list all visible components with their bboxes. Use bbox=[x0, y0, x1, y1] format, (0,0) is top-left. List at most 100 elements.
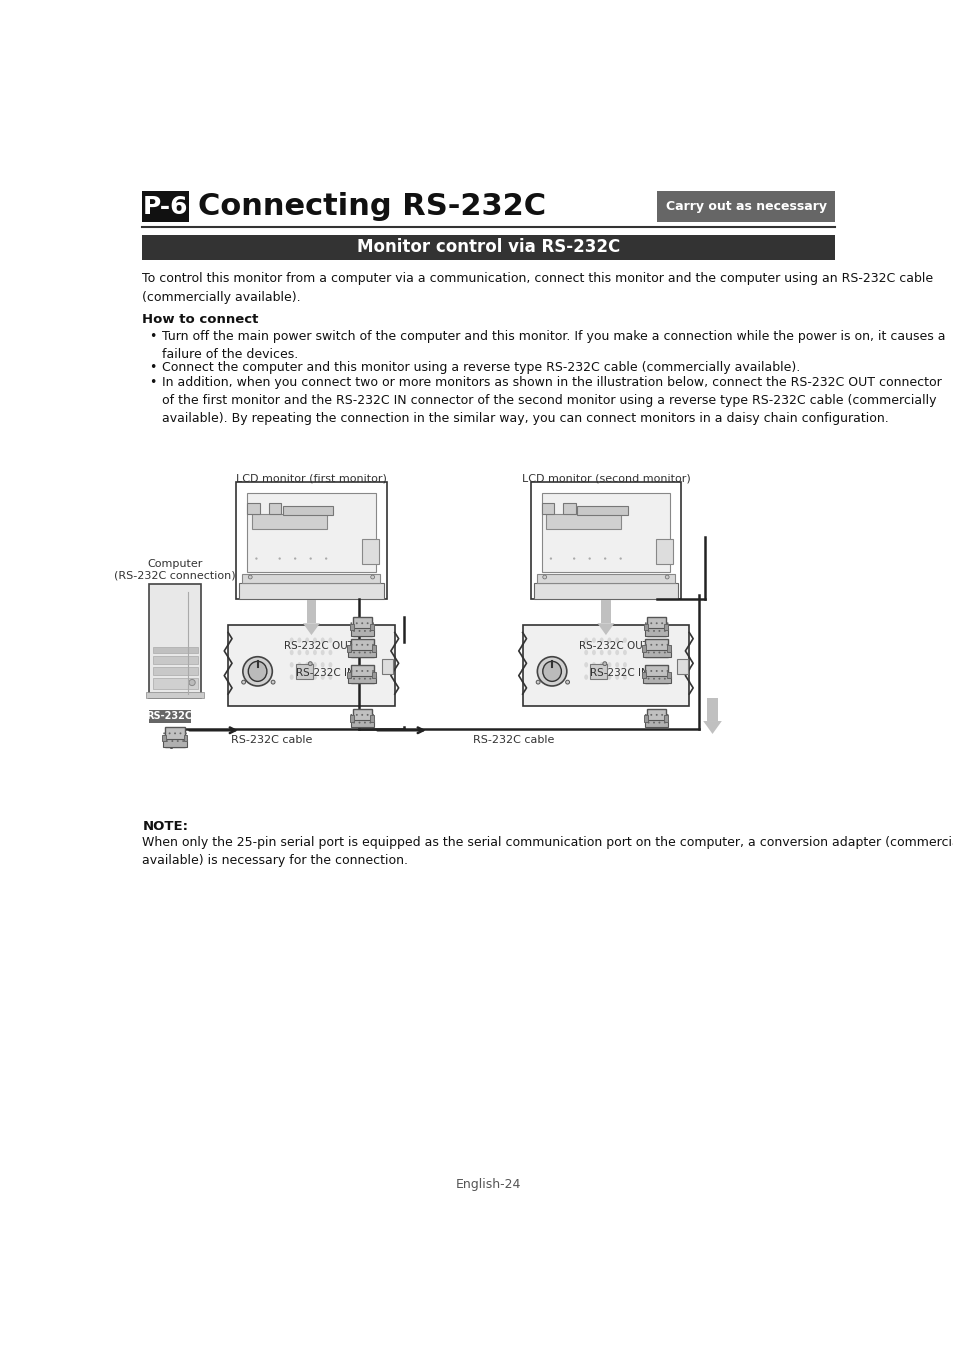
Ellipse shape bbox=[650, 714, 652, 716]
Ellipse shape bbox=[663, 678, 665, 679]
Text: RS-232C: RS-232C bbox=[147, 711, 193, 721]
Ellipse shape bbox=[313, 649, 316, 655]
Ellipse shape bbox=[361, 622, 363, 624]
Ellipse shape bbox=[313, 675, 316, 680]
Bar bbox=[350, 639, 374, 657]
Bar bbox=[361, 539, 378, 564]
Bar bbox=[644, 664, 668, 683]
Ellipse shape bbox=[549, 558, 552, 560]
Ellipse shape bbox=[653, 678, 655, 679]
Text: RS-232C cable: RS-232C cable bbox=[232, 734, 313, 745]
Bar bbox=[183, 734, 187, 741]
Ellipse shape bbox=[666, 670, 668, 672]
Ellipse shape bbox=[294, 558, 296, 560]
Ellipse shape bbox=[189, 679, 195, 686]
Ellipse shape bbox=[663, 652, 665, 653]
Ellipse shape bbox=[350, 644, 352, 645]
Bar bbox=[577, 506, 627, 516]
Bar bbox=[152, 647, 197, 653]
Ellipse shape bbox=[647, 722, 649, 724]
Ellipse shape bbox=[305, 662, 309, 667]
Bar bbox=[664, 716, 668, 722]
Bar bbox=[152, 667, 197, 675]
Text: •: • bbox=[149, 377, 156, 389]
Bar bbox=[644, 720, 668, 728]
Ellipse shape bbox=[537, 656, 566, 686]
Ellipse shape bbox=[536, 680, 539, 684]
Text: RS-232C IN: RS-232C IN bbox=[590, 667, 648, 678]
Bar bbox=[590, 664, 606, 679]
Ellipse shape bbox=[290, 662, 294, 667]
Ellipse shape bbox=[369, 678, 371, 679]
Ellipse shape bbox=[666, 622, 668, 624]
Ellipse shape bbox=[248, 662, 267, 682]
Ellipse shape bbox=[655, 714, 657, 716]
Ellipse shape bbox=[366, 670, 368, 672]
Ellipse shape bbox=[313, 662, 316, 667]
Bar bbox=[522, 625, 688, 706]
Ellipse shape bbox=[644, 644, 646, 645]
Ellipse shape bbox=[622, 675, 626, 680]
Text: RS-232C IN: RS-232C IN bbox=[295, 667, 355, 678]
Bar bbox=[641, 645, 645, 652]
Bar bbox=[370, 624, 374, 630]
Bar bbox=[350, 624, 354, 630]
Bar bbox=[372, 645, 375, 652]
Bar bbox=[247, 493, 375, 571]
Ellipse shape bbox=[644, 670, 646, 672]
Ellipse shape bbox=[583, 637, 587, 643]
Ellipse shape bbox=[366, 622, 368, 624]
Ellipse shape bbox=[350, 622, 352, 624]
Ellipse shape bbox=[278, 558, 280, 560]
Ellipse shape bbox=[176, 740, 178, 743]
Ellipse shape bbox=[355, 714, 357, 716]
Bar bbox=[142, 192, 189, 221]
Ellipse shape bbox=[618, 558, 621, 560]
Ellipse shape bbox=[583, 662, 587, 667]
Bar bbox=[666, 671, 670, 678]
Text: P-6: P-6 bbox=[143, 194, 189, 219]
Ellipse shape bbox=[297, 675, 301, 680]
Ellipse shape bbox=[366, 644, 368, 645]
Ellipse shape bbox=[599, 675, 603, 680]
Ellipse shape bbox=[658, 652, 659, 653]
Ellipse shape bbox=[565, 680, 569, 684]
Ellipse shape bbox=[607, 675, 611, 680]
Bar bbox=[647, 709, 665, 728]
Polygon shape bbox=[303, 624, 319, 634]
Bar bbox=[534, 583, 678, 598]
Text: RS-232C OUT: RS-232C OUT bbox=[578, 641, 648, 651]
Ellipse shape bbox=[658, 722, 659, 724]
Ellipse shape bbox=[644, 622, 646, 624]
Ellipse shape bbox=[358, 652, 360, 653]
Text: LCD monitor (first monitor): LCD monitor (first monitor) bbox=[235, 474, 387, 483]
Text: •: • bbox=[149, 329, 156, 343]
Ellipse shape bbox=[369, 722, 371, 724]
Bar bbox=[165, 728, 185, 747]
Ellipse shape bbox=[660, 670, 662, 672]
Bar bbox=[676, 659, 687, 675]
Bar bbox=[142, 235, 835, 259]
Bar bbox=[228, 625, 395, 706]
Ellipse shape bbox=[666, 714, 668, 716]
Text: Monitor control via RS-232C: Monitor control via RS-232C bbox=[357, 239, 619, 256]
Bar bbox=[162, 734, 166, 741]
Ellipse shape bbox=[248, 575, 252, 579]
Ellipse shape bbox=[328, 637, 332, 643]
Ellipse shape bbox=[364, 678, 366, 679]
Ellipse shape bbox=[361, 714, 363, 716]
Text: RS-232C OUT: RS-232C OUT bbox=[284, 641, 355, 651]
Ellipse shape bbox=[358, 678, 360, 679]
Ellipse shape bbox=[622, 649, 626, 655]
Ellipse shape bbox=[243, 656, 272, 686]
Bar bbox=[162, 740, 187, 747]
Bar bbox=[353, 617, 371, 636]
Ellipse shape bbox=[353, 652, 355, 653]
Bar bbox=[307, 601, 315, 624]
Ellipse shape bbox=[599, 637, 603, 643]
Ellipse shape bbox=[664, 575, 668, 579]
Ellipse shape bbox=[369, 652, 371, 653]
Ellipse shape bbox=[542, 575, 546, 579]
Ellipse shape bbox=[366, 714, 368, 716]
Ellipse shape bbox=[647, 678, 649, 679]
